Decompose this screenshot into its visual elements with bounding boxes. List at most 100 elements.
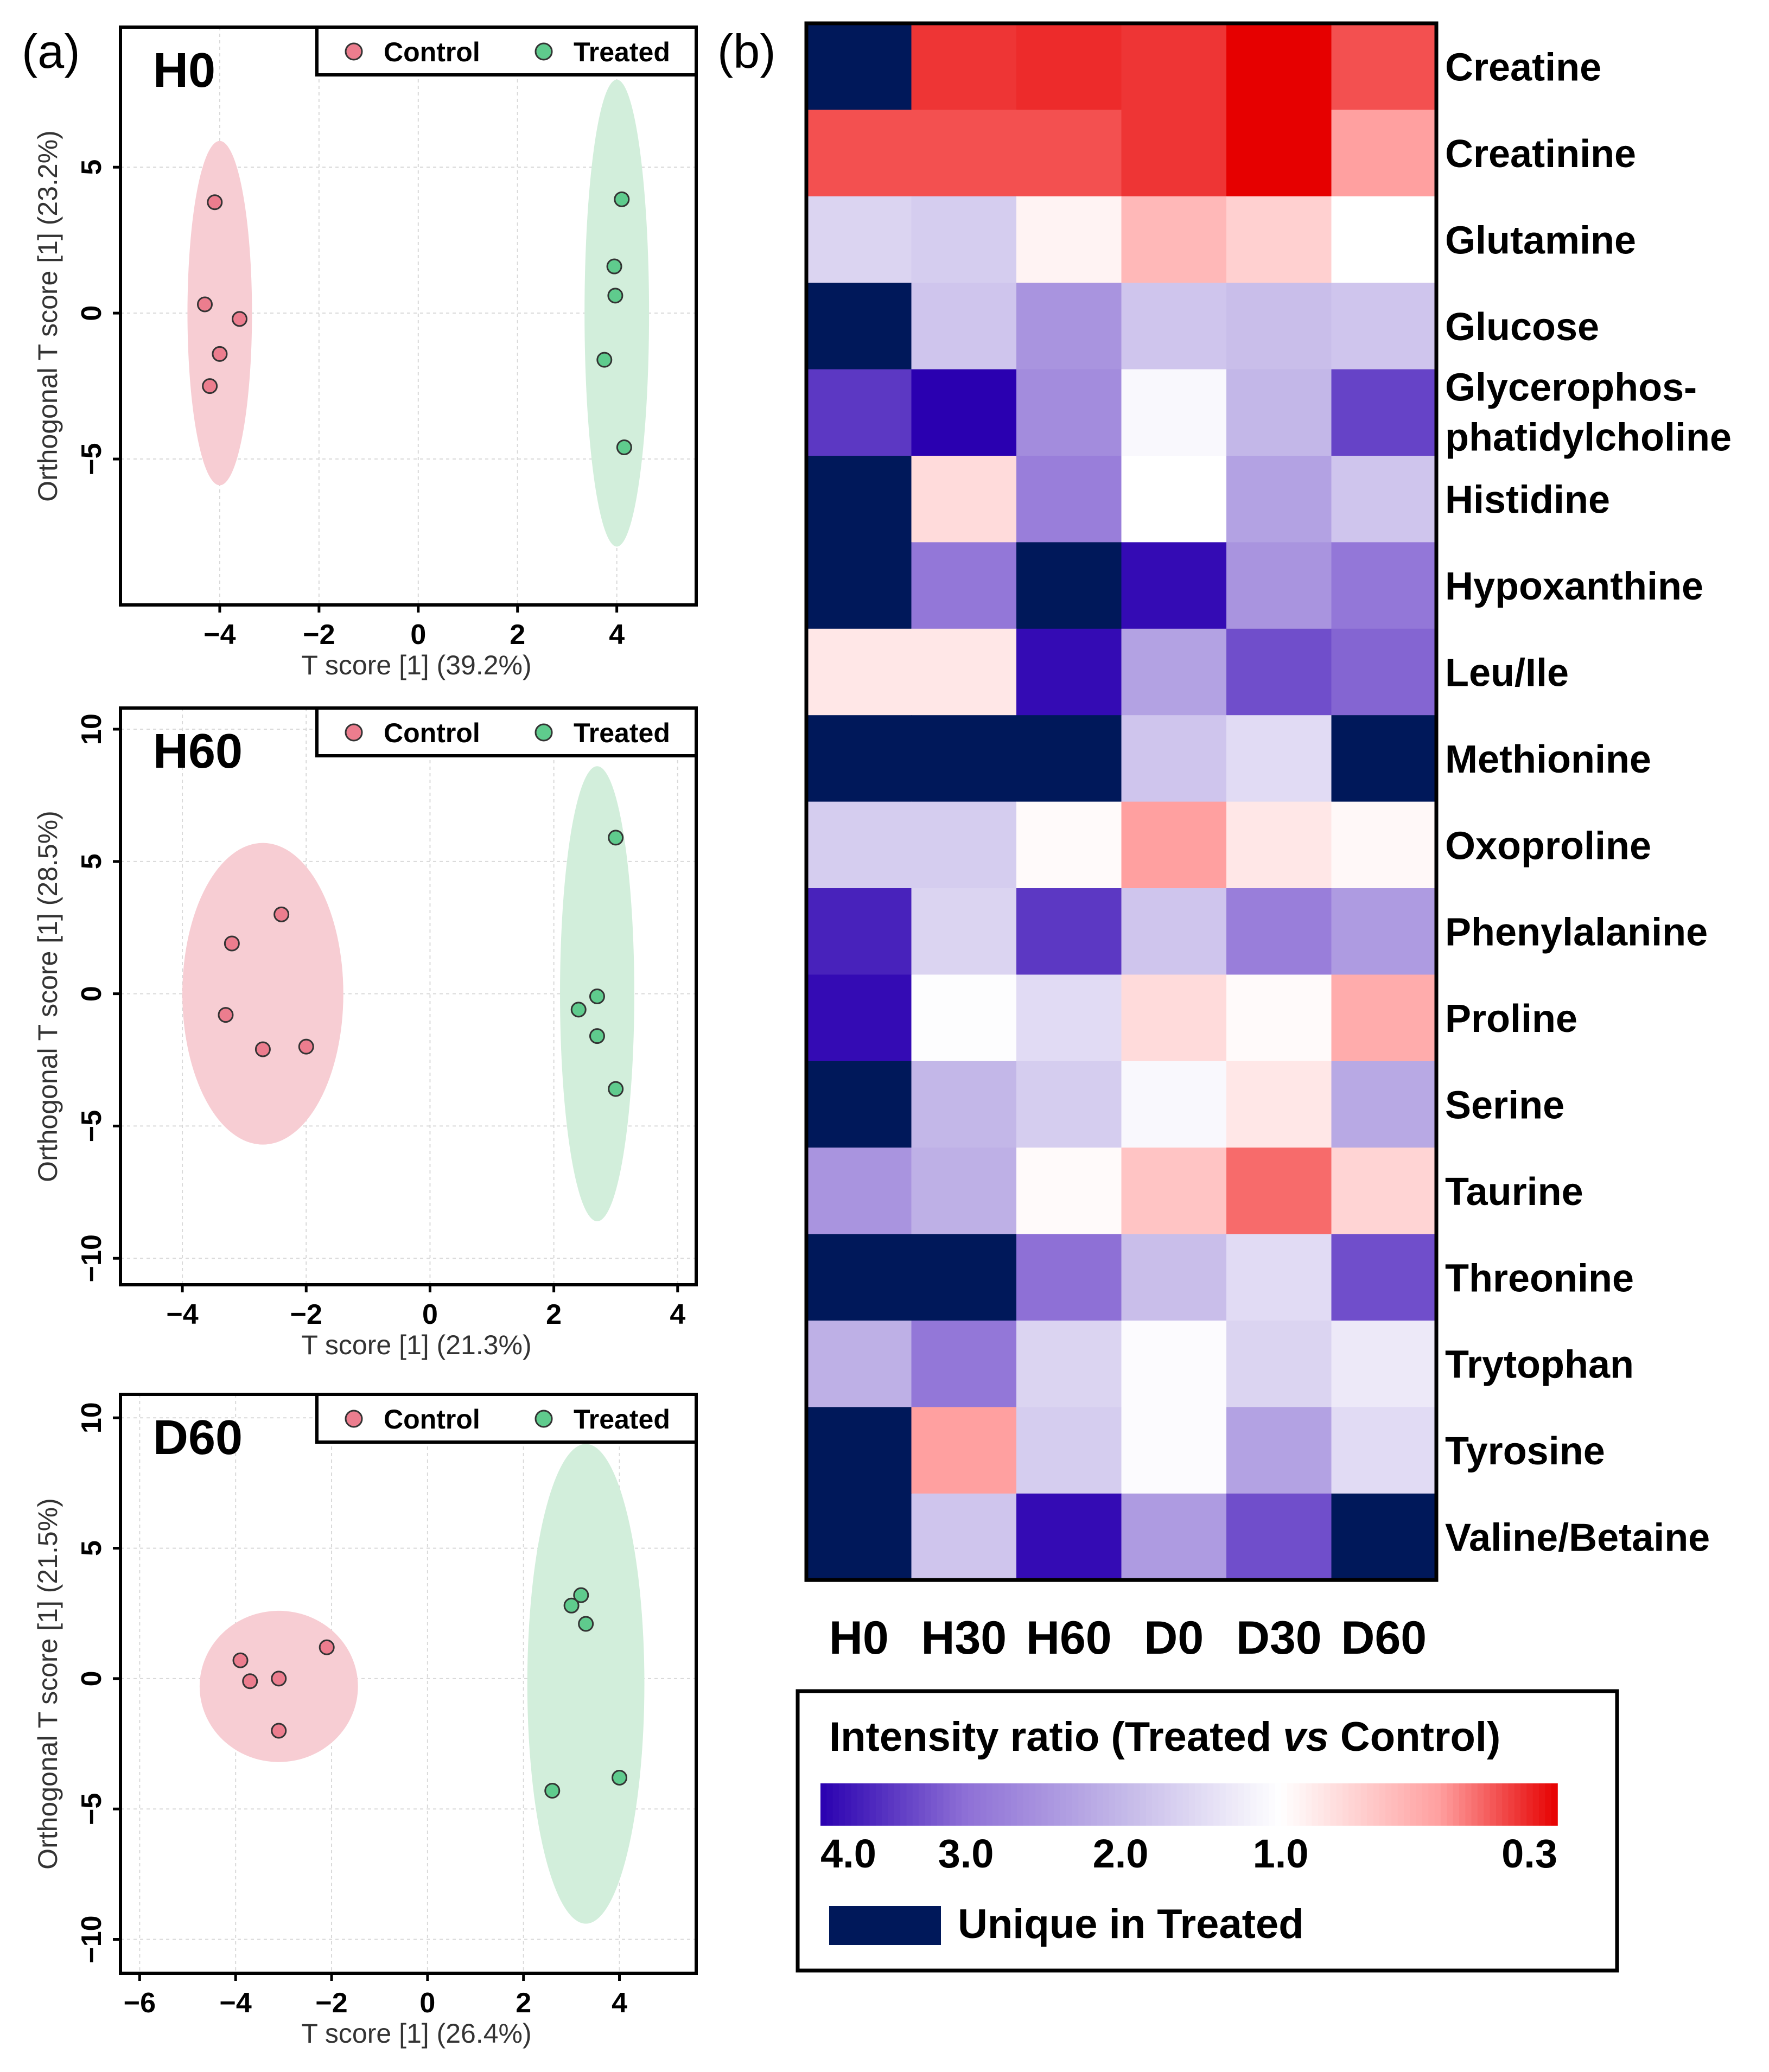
colorbar-segment xyxy=(1539,1783,1546,1826)
heatmap-cell xyxy=(806,542,912,629)
colorbar-segment xyxy=(912,1783,919,1826)
intensity-ratio-heatmap: Creatine Creatinine Glutamine Glucose Glycer… xyxy=(804,21,1732,1664)
heatmap-cell xyxy=(911,283,1017,370)
y-axis-label: Orthogonal T score [1] (21.5%) xyxy=(33,1498,63,1870)
heatmap-cell xyxy=(1331,1061,1437,1148)
colorbar-segment xyxy=(851,1783,858,1826)
colorbar-tick-label: 4.0 xyxy=(820,1831,876,1876)
row-label: Glutamine xyxy=(1445,219,1636,263)
panel-title: D60 xyxy=(153,1411,243,1465)
heatmap-cell xyxy=(806,456,912,543)
colorbar-segment xyxy=(1502,1783,1509,1826)
control-confidence-ellipse xyxy=(187,141,252,486)
heatmap-cell xyxy=(1226,456,1332,543)
heatmap-cell xyxy=(806,801,912,889)
score-plot-h0: −4 −2 0 2 4 −5 0 5 T score [1] (39.2%) Orthogonal… xyxy=(33,25,698,680)
heatmap-cell xyxy=(1016,23,1122,110)
colorbar-segment xyxy=(1176,1783,1183,1826)
colorbar-segment xyxy=(943,1783,950,1826)
colorbar-segment xyxy=(1029,1783,1036,1826)
colorbar-segment xyxy=(1195,1783,1202,1826)
row-label: Valine/Betaine xyxy=(1445,1516,1710,1560)
heatmap-cell xyxy=(1121,974,1227,1062)
row-label: Tyrosine xyxy=(1445,1430,1605,1473)
colorbar-segment xyxy=(1404,1783,1411,1826)
colorbar-segment xyxy=(1379,1783,1386,1826)
control-point xyxy=(298,1038,314,1055)
treated-point xyxy=(589,1028,605,1044)
colorbar-segment xyxy=(894,1783,901,1826)
heatmap-cell xyxy=(1121,23,1227,110)
colorbar-segment xyxy=(986,1783,993,1826)
heatmap-cell xyxy=(1121,715,1227,802)
colorbar-segment xyxy=(1514,1783,1521,1826)
treated-point xyxy=(578,1616,594,1632)
control-point xyxy=(224,935,240,952)
heatmap-cell xyxy=(1016,1321,1122,1407)
heatmap-cell xyxy=(1331,196,1437,283)
heatmap-cell xyxy=(806,23,912,110)
y-tick-label: 0 xyxy=(76,1671,107,1686)
heatmap-cell xyxy=(1121,110,1227,197)
control-point xyxy=(232,1652,249,1668)
colorbar-segment xyxy=(1385,1783,1392,1826)
legend: Control Treated xyxy=(315,706,698,757)
colorbar-segment xyxy=(838,1783,846,1826)
x-tick-label: 2 xyxy=(510,619,525,651)
colorbar-segment xyxy=(1152,1783,1159,1826)
colorbar-segment xyxy=(1189,1783,1196,1826)
colorbar-segment xyxy=(820,1783,828,1826)
heatmap-cell xyxy=(1331,110,1437,197)
heatmap-cell xyxy=(1226,23,1332,110)
colorbar-segment xyxy=(1140,1783,1147,1826)
legend-control-label: Control xyxy=(384,718,480,748)
colorbar-segment xyxy=(1256,1783,1263,1826)
heatmap-cell xyxy=(1331,1407,1437,1494)
y-tick-label: −5 xyxy=(76,1110,107,1142)
unique-label: Unique in Treated xyxy=(958,1901,1304,1947)
x-tick-label: 4 xyxy=(612,1987,627,2019)
colorbar-segment xyxy=(1121,1783,1128,1826)
y-axis-label: Orthogonal T score [1] (23.2%) xyxy=(33,130,63,502)
colorbar-segment xyxy=(1453,1783,1460,1826)
row-label: Serine xyxy=(1445,1084,1564,1127)
control-point xyxy=(207,194,223,211)
treated-point xyxy=(607,288,623,304)
treated-point xyxy=(608,1081,624,1097)
heatmap-cell xyxy=(1121,888,1227,975)
control-confidence-ellipse xyxy=(182,843,343,1145)
heatmap-cell xyxy=(806,628,912,716)
heatmap-cell xyxy=(806,196,912,283)
colorbar-segment xyxy=(980,1783,987,1826)
heatmap-cell xyxy=(806,1147,912,1235)
row-label: Creatine xyxy=(1445,46,1601,90)
score-plot-d60: −6 −4 −2 0 2 4 −10 −5 0 5 10 T score [1] (26.4%) Ort… xyxy=(33,1393,698,2049)
y-tick-label: 10 xyxy=(76,713,107,745)
heatmap-cell xyxy=(1121,542,1227,629)
colorbar-segment xyxy=(826,1783,833,1826)
control-point xyxy=(273,906,290,922)
panel-title: H0 xyxy=(153,43,215,98)
legend-treated-label: Treated xyxy=(574,37,670,67)
heatmap-frame xyxy=(804,21,1439,1582)
colorbar-segment xyxy=(900,1783,907,1826)
x-axis-label: T score [1] (26.4%) xyxy=(301,2018,531,2049)
colorbar-segment xyxy=(1434,1783,1441,1826)
colorbar-segment xyxy=(1490,1783,1497,1826)
colorbar-segment xyxy=(1023,1783,1030,1826)
colorbar-segment xyxy=(1342,1783,1350,1826)
colorbar-segment xyxy=(1459,1783,1466,1826)
colorbar-segment xyxy=(973,1783,981,1826)
x-tick-label: −2 xyxy=(290,1299,322,1330)
heatmap-cell xyxy=(1331,283,1437,370)
colorbar-segment xyxy=(1367,1783,1374,1826)
colorbar-segment xyxy=(1127,1783,1134,1826)
heatmap-cell xyxy=(1226,801,1332,889)
colorbar-segment xyxy=(1035,1783,1042,1826)
heatmap-cell xyxy=(1016,542,1122,629)
legend-control-marker xyxy=(345,723,363,742)
x-tick-label: −4 xyxy=(203,619,236,651)
heatmap-cell xyxy=(1121,1061,1227,1148)
colorbar-segment xyxy=(955,1783,963,1826)
